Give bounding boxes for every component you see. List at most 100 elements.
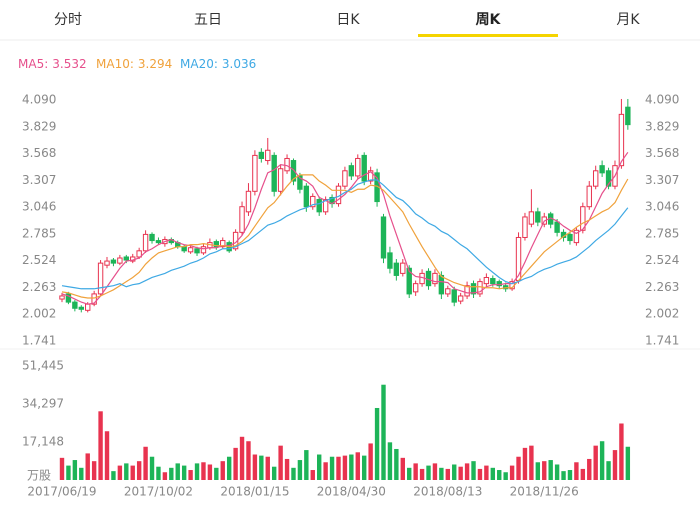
tab[interactable]: 分时 <box>54 12 82 28</box>
candle-body <box>104 260 110 266</box>
candle-body <box>470 283 477 295</box>
candle-body <box>149 233 155 242</box>
volume-bar <box>207 464 213 480</box>
volume-bar <box>156 466 161 480</box>
volume-bar <box>477 468 483 480</box>
volume-bar <box>355 452 360 480</box>
volume-bar <box>130 465 135 480</box>
volume-bar <box>175 463 180 480</box>
legend-entry: MA10: 3.294 <box>96 57 172 71</box>
ma-line <box>61 179 629 290</box>
candle-body <box>252 154 258 192</box>
volume-bar <box>162 472 168 480</box>
candle-body <box>110 259 117 264</box>
volume-bar <box>284 458 290 480</box>
x-tick-label: 2018/11/26 <box>510 485 579 499</box>
volume-bar <box>271 466 277 480</box>
y-tick-label: 3.046 <box>22 200 56 214</box>
x-tick-label: 2017/06/19 <box>27 485 96 499</box>
volume-bar <box>323 462 328 480</box>
volume-bar <box>368 443 373 480</box>
tab[interactable]: 五日 <box>194 12 222 28</box>
volume-bar <box>413 463 418 480</box>
y-tick-label: 2.002 <box>22 307 56 321</box>
volume-bar <box>471 461 476 480</box>
volume-tick-label: 34,297 <box>22 396 64 410</box>
legend-name: MA20: <box>180 57 218 71</box>
candle-body <box>72 301 78 309</box>
candle-body <box>406 267 412 295</box>
candle-body <box>451 289 457 303</box>
volume-bar <box>117 465 123 480</box>
candle-body <box>200 246 207 254</box>
candle-body <box>78 306 84 310</box>
volume-bar <box>149 456 155 480</box>
volume-bar <box>542 461 547 480</box>
volume-bar <box>66 465 71 480</box>
volume-bar <box>278 445 283 480</box>
y-tick-label: 3.307 <box>22 173 56 187</box>
legend-entry: MA20: 3.036 <box>180 57 256 71</box>
tab[interactable]: 月K <box>616 12 640 28</box>
volume-bar <box>349 454 354 480</box>
volume-bar <box>516 456 521 480</box>
volume-bar <box>503 472 508 480</box>
volume-bar <box>529 445 534 480</box>
volume-bar <box>464 463 470 480</box>
candle-body <box>59 295 65 300</box>
x-tick-label: 2017/10/02 <box>124 485 193 499</box>
volume-bar <box>432 463 438 480</box>
volume-bar <box>387 442 393 480</box>
volume-bar <box>239 436 245 480</box>
volume-bar <box>194 463 200 480</box>
volume-bar <box>394 448 399 480</box>
legend-value: 3.294 <box>138 57 172 71</box>
candle-body <box>123 256 129 261</box>
volume-bar <box>554 464 560 480</box>
candle-body <box>348 165 355 177</box>
candle-body <box>65 293 72 303</box>
tab[interactable]: 周K <box>476 12 502 28</box>
candle-body <box>580 206 586 231</box>
volume-bar <box>419 468 425 480</box>
candle-body <box>245 190 252 213</box>
volume-bar <box>265 456 270 480</box>
candle-body <box>367 170 374 182</box>
legend-name: MA5: <box>18 57 48 71</box>
volume-bar <box>181 465 187 480</box>
volume-bar <box>91 461 97 480</box>
candle-body <box>303 185 310 208</box>
volume-bar <box>587 458 592 480</box>
candle-body <box>194 248 200 254</box>
tab[interactable]: 日K <box>336 12 360 28</box>
volume-bar <box>484 465 489 480</box>
volume-bar <box>59 457 65 480</box>
candle-body <box>400 262 406 274</box>
y-tick-label-right: 3.046 <box>645 200 679 214</box>
volume-bar <box>548 460 553 480</box>
volume-bar <box>233 447 238 480</box>
y-tick-label: 2.263 <box>22 280 56 294</box>
candle-body <box>342 170 348 187</box>
candle-body <box>316 199 322 213</box>
candle-body <box>625 106 631 126</box>
candle-body <box>496 281 502 287</box>
candle-body <box>618 113 625 167</box>
volume-bar <box>439 467 444 480</box>
volume-bar <box>136 461 142 480</box>
candle-body <box>213 241 220 248</box>
candle-body <box>586 185 592 208</box>
candle-body <box>265 149 271 162</box>
candle-body <box>220 240 226 248</box>
candle-body <box>277 168 284 192</box>
candle-body <box>573 229 580 244</box>
volume-bar <box>304 450 309 480</box>
candle-body <box>155 240 162 244</box>
candle-body <box>322 199 329 213</box>
volume-bar <box>291 467 296 480</box>
volume-bar <box>246 441 251 480</box>
volume-bar <box>612 450 618 480</box>
y-tick-label-right: 2.263 <box>645 280 679 294</box>
volume-bar <box>407 467 412 480</box>
